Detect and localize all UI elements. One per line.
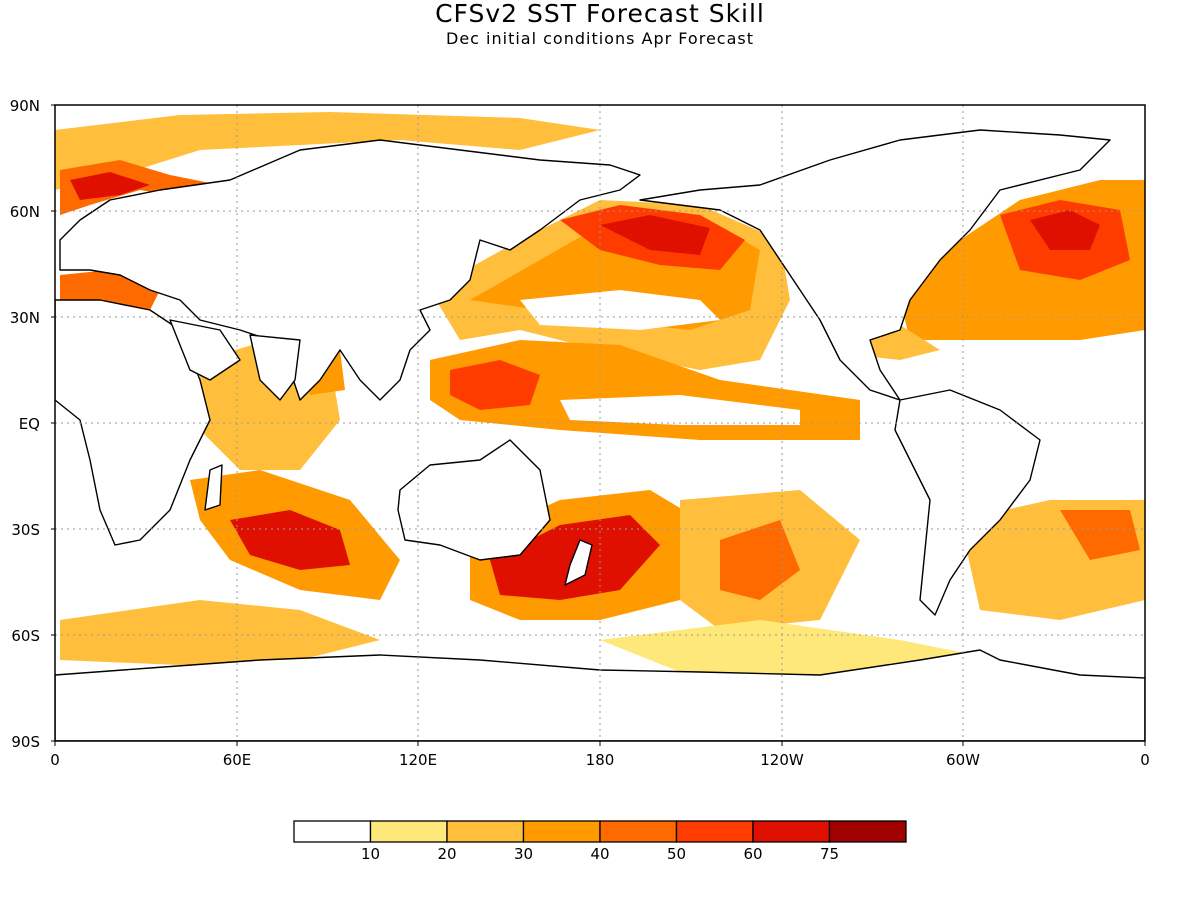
- colorbar-label: 60: [743, 845, 762, 863]
- land-eurasia: [59, 139, 641, 401]
- y-tick-label: 60N: [10, 203, 40, 221]
- colorbar-swatch: [599, 820, 678, 843]
- y-tick-label: 30N: [10, 309, 40, 327]
- colorbar-swatch: [369, 820, 448, 843]
- x-tick-label: 0: [1140, 751, 1150, 769]
- coastlines: [55, 129, 1145, 741]
- colorbar-swatch: [522, 820, 601, 843]
- y-axis: 90N 60N 30N EQ 30S 60S 90S: [10, 97, 55, 751]
- x-tick-label: 60W: [946, 751, 980, 769]
- skill-region-south-atlantic-mid: [1060, 510, 1140, 560]
- skill-region-north-pacific-gap: [520, 290, 720, 330]
- colorbar-label: 75: [820, 845, 839, 863]
- lat-lon-grid: [55, 105, 1145, 741]
- x-tick-label: 180: [586, 751, 615, 769]
- land-new-zealand: [564, 539, 593, 586]
- colorbar-label: 30: [514, 845, 533, 863]
- map-subtitle: Dec initial conditions Apr Forecast: [446, 29, 754, 48]
- map-title: CFSv2 SST Forecast Skill: [435, 0, 765, 28]
- colorbar-swatch: [675, 820, 754, 843]
- colorbar-label: 50: [667, 845, 686, 863]
- colorbar-swatch: [446, 820, 525, 843]
- y-tick-label: EQ: [19, 415, 40, 433]
- y-tick-label: 30S: [11, 521, 40, 539]
- land-india: [249, 334, 301, 401]
- colorbar-label: 10: [361, 845, 380, 863]
- x-tick-label: 0: [50, 751, 60, 769]
- colorbar: 10 20 30 40 50 60 75: [293, 820, 907, 863]
- skill-region-arctic: [55, 112, 600, 190]
- colorbar-swatch: [828, 820, 907, 843]
- colorbar-swatch: [293, 820, 372, 843]
- skill-region-west-pacific-core: [450, 360, 540, 410]
- land-australia: [397, 439, 551, 561]
- land-madagascar: [204, 464, 223, 511]
- skill-region-barents-core: [70, 172, 150, 200]
- y-tick-label: 90N: [10, 97, 40, 115]
- land-arabia: [169, 319, 241, 381]
- x-tick-label: 120W: [760, 751, 804, 769]
- land-north-america: [639, 129, 1111, 401]
- y-tick-label: 60S: [11, 627, 40, 645]
- skill-region-equatorial-gap: [560, 395, 800, 425]
- land-antarctica: [55, 649, 1145, 741]
- skill-region-north-atlantic-peak: [1030, 210, 1100, 250]
- land-africa: [55, 299, 211, 546]
- colorbar-swatch: [752, 820, 831, 843]
- colorbar-label: 20: [437, 845, 456, 863]
- x-tick-label: 60E: [223, 751, 252, 769]
- skill-field: [55, 112, 1145, 680]
- colorbar-label: 40: [590, 845, 609, 863]
- x-axis: 0 60E 120E 180 120W 60W 0: [50, 741, 1150, 769]
- skill-region-gulf-alaska-core: [600, 215, 710, 255]
- skill-region-south-indian-core: [230, 510, 350, 570]
- skill-region-southeast-pacific-mid: [720, 520, 800, 600]
- x-tick-label: 120E: [399, 751, 437, 769]
- y-tick-label: 90S: [11, 733, 40, 751]
- land-south-america: [894, 389, 1041, 616]
- skill-region-southern-ocean: [60, 600, 380, 665]
